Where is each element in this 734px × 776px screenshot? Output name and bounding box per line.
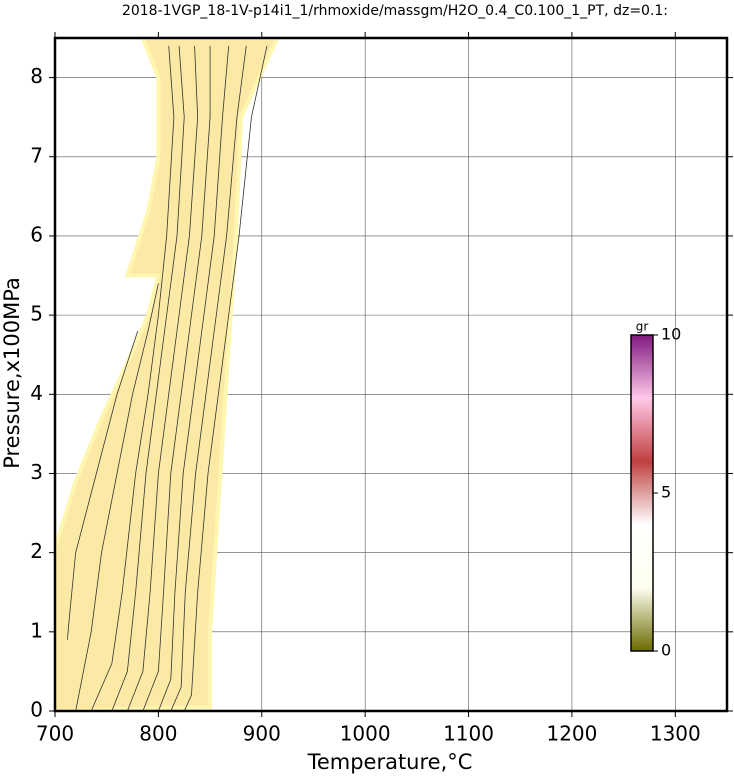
y-tick-label: 5 bbox=[30, 302, 43, 326]
filled-region bbox=[55, 38, 280, 711]
contour-line bbox=[158, 45, 230, 711]
x-tick-label: 1000 bbox=[340, 722, 391, 746]
frame bbox=[53, 36, 729, 713]
y-tick-label: 0 bbox=[30, 698, 43, 722]
contour-line bbox=[90, 45, 175, 711]
y-tick-label: 7 bbox=[30, 143, 43, 167]
colorbar bbox=[630, 334, 654, 652]
y-tick-label: 4 bbox=[30, 381, 43, 405]
contour-group bbox=[55, 38, 280, 711]
y-axis-label: Pressure,x100MPa bbox=[0, 277, 24, 469]
y-tick-label: 1 bbox=[30, 618, 43, 642]
x-tick-label: 700 bbox=[36, 722, 74, 746]
colorbar-tick-label: 0 bbox=[661, 641, 671, 660]
x-tick-label: 1300 bbox=[650, 722, 701, 746]
colorbar-label: gr bbox=[636, 320, 649, 334]
x-axis-label: Temperature,°C bbox=[307, 750, 473, 774]
contour-line bbox=[170, 45, 247, 711]
contour-line bbox=[67, 330, 139, 640]
colorbar-tick-label: 10 bbox=[661, 325, 681, 344]
y-tick-label: 2 bbox=[30, 539, 43, 563]
y-tick-label: 6 bbox=[30, 222, 43, 246]
contour-line bbox=[142, 45, 211, 711]
chart-title: 2018-1VGP_18-1V-p14i1_1/rhmoxide/massgm/… bbox=[122, 3, 668, 19]
x-tick-label: 1200 bbox=[546, 722, 597, 746]
x-tick-label: 1100 bbox=[443, 722, 494, 746]
colorbar-tick-label: 5 bbox=[661, 483, 671, 502]
x-tick-label: 900 bbox=[243, 722, 281, 746]
y-tick-label: 8 bbox=[30, 64, 43, 88]
contour-line bbox=[183, 45, 268, 711]
contour-line bbox=[75, 283, 159, 711]
contour-line bbox=[111, 45, 185, 711]
x-tick-label: 800 bbox=[139, 722, 177, 746]
y-tick-label: 3 bbox=[30, 460, 43, 484]
contour-line bbox=[126, 45, 199, 711]
